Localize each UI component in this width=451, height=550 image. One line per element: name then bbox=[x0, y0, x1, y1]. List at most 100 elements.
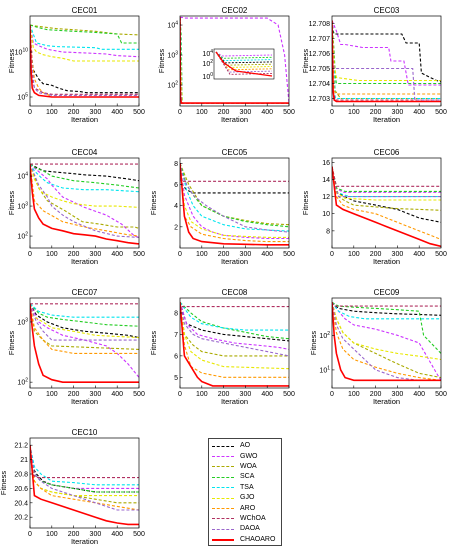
x-axis-label: Iteration bbox=[373, 257, 400, 266]
series-group bbox=[30, 445, 139, 526]
series-ao bbox=[332, 166, 441, 223]
x-tick-label: 0 bbox=[330, 109, 334, 116]
legend-item-aro: ARO bbox=[212, 503, 278, 513]
x-tick-label: 500 bbox=[283, 391, 295, 398]
chart-cec07: 0 100 200 300 400 500 102 103 CEC07 Iteration Fitn… bbox=[7, 288, 145, 406]
x-tick-label: 0 bbox=[330, 251, 334, 258]
axes-box bbox=[331, 157, 442, 249]
x-tick-label: 400 bbox=[111, 531, 123, 538]
axes-box bbox=[179, 15, 290, 107]
x-tick-label: 0 bbox=[330, 391, 334, 398]
series-daoa bbox=[332, 20, 441, 101]
chart-title: CEC06 bbox=[374, 148, 400, 157]
series-daoa bbox=[30, 24, 139, 96]
series-daoa bbox=[332, 166, 441, 198]
series-sca bbox=[180, 163, 289, 228]
legend-item-tsa: TSA bbox=[212, 483, 278, 493]
y-tick-label: 104 bbox=[17, 172, 28, 181]
y-tick-label: 21 bbox=[20, 457, 28, 464]
legend-label-aro: ARO bbox=[240, 504, 256, 512]
legend-swatch-gwo bbox=[212, 456, 234, 458]
plot-area bbox=[332, 16, 441, 106]
y-tick-label: 102 bbox=[17, 378, 28, 387]
x-axis-label: Iteration bbox=[71, 397, 98, 406]
y-tick-label: 5 bbox=[174, 375, 178, 382]
chart-cec09: 0 100 200 300 400 500 101 102 CEC09 Iteration Fitn… bbox=[309, 288, 447, 406]
y-tick-label: 12.706 bbox=[309, 51, 331, 58]
y-axis-label: Fitness bbox=[7, 49, 16, 73]
x-tick-label: 100 bbox=[46, 391, 58, 398]
y-axis-label: Fitness bbox=[149, 191, 158, 215]
legend-swatch-chaoaro bbox=[212, 538, 234, 541]
series-sca bbox=[30, 303, 139, 327]
series-tsa bbox=[180, 301, 289, 331]
chart-cec06: 0 100 200 300 400 500 8 10 12 14 16 CEC06 Iteration F… bbox=[301, 148, 447, 266]
x-tick-label: 500 bbox=[283, 251, 295, 258]
legend-item-wchoa: WChOA bbox=[212, 514, 278, 524]
y-tick-label: 20.2 bbox=[14, 515, 28, 522]
legend-swatch-gjo bbox=[212, 497, 234, 499]
inset-y-tick-label: 104 bbox=[202, 49, 213, 58]
chart-cec02: 0 100 200 300 400 500 102 103 104 CEC02 Iteration F… bbox=[157, 6, 295, 124]
y-tick-label: 102 bbox=[17, 232, 28, 241]
x-tick-label: 0 bbox=[28, 391, 32, 398]
y-axis-label: Fitness bbox=[149, 331, 158, 355]
series-ao bbox=[180, 163, 289, 194]
x-tick-label: 500 bbox=[435, 251, 447, 258]
x-tick-label: 300 bbox=[392, 109, 404, 116]
chart-title: CEC02 bbox=[222, 6, 248, 15]
y-tick-label: 12.707 bbox=[309, 36, 331, 43]
x-tick-label: 300 bbox=[90, 531, 102, 538]
x-tick-label: 400 bbox=[111, 391, 123, 398]
chart-cec10: 0 100 200 300 400 500 20.2 20.4 20.6 20.8 21 21.2 CE… bbox=[0, 428, 145, 546]
series-tsa bbox=[30, 24, 139, 50]
series-sca bbox=[30, 24, 139, 44]
series-aro bbox=[30, 303, 139, 354]
x-tick-label: 200 bbox=[370, 251, 382, 258]
series-daoa bbox=[180, 302, 289, 357]
axes-box bbox=[179, 297, 290, 389]
legend: AO GWO WOA SCA TSA GJO ARO WChOA DAOA CH… bbox=[208, 438, 282, 546]
x-tick-label: 200 bbox=[218, 109, 230, 116]
x-tick-label: 100 bbox=[46, 109, 58, 116]
series-group bbox=[332, 166, 441, 248]
series-gwo bbox=[180, 16, 289, 104]
y-axis-label: Fitness bbox=[301, 49, 310, 73]
legend-label-chaoaro: CHAOARO bbox=[240, 535, 276, 543]
chart-cec04: 0 100 200 300 400 500 102 103 104 CEC04 Iteration F… bbox=[7, 148, 145, 266]
legend-item-woa: WOA bbox=[212, 462, 278, 472]
x-axis-label: Iteration bbox=[373, 397, 400, 406]
legend-label-sca: SCA bbox=[240, 473, 255, 481]
axes-box bbox=[29, 297, 140, 389]
y-axis-label: Fitness bbox=[157, 49, 166, 73]
x-tick-label: 500 bbox=[133, 391, 145, 398]
chart-cec05: 0 100 200 300 400 500 2 4 6 8 CEC05 Iteration Fitnes… bbox=[149, 148, 295, 266]
x-tick-label: 300 bbox=[240, 109, 252, 116]
legend-item-gjo: GJO bbox=[212, 493, 278, 503]
inset-series-sca bbox=[215, 51, 273, 59]
chart-title: CEC10 bbox=[72, 428, 98, 437]
chart-title: CEC03 bbox=[374, 6, 400, 15]
series-group bbox=[30, 303, 139, 384]
series-gjo bbox=[332, 302, 441, 361]
y-tick-label: 12.703 bbox=[309, 96, 331, 103]
x-tick-label: 400 bbox=[413, 109, 425, 116]
y-tick-label: 8 bbox=[326, 228, 330, 235]
y-tick-label: 20.6 bbox=[14, 486, 28, 493]
x-tick-label: 500 bbox=[133, 109, 145, 116]
x-tick-label: 500 bbox=[435, 109, 447, 116]
plot-area bbox=[332, 158, 441, 248]
inset-y-tick-label: 100 bbox=[202, 72, 213, 81]
series-daoa bbox=[30, 303, 139, 341]
x-tick-label: 200 bbox=[68, 109, 80, 116]
x-tick-label: 200 bbox=[68, 251, 80, 258]
series-aro bbox=[30, 24, 139, 98]
x-tick-label: 300 bbox=[90, 251, 102, 258]
x-tick-label: 200 bbox=[68, 531, 80, 538]
y-tick-label: 103 bbox=[167, 51, 178, 60]
axes-box bbox=[29, 15, 140, 107]
x-tick-label: 400 bbox=[111, 251, 123, 258]
y-tick-label: 103 bbox=[17, 202, 28, 211]
legend-item-daoa: DAOA bbox=[212, 524, 278, 534]
series-sca bbox=[30, 163, 139, 189]
